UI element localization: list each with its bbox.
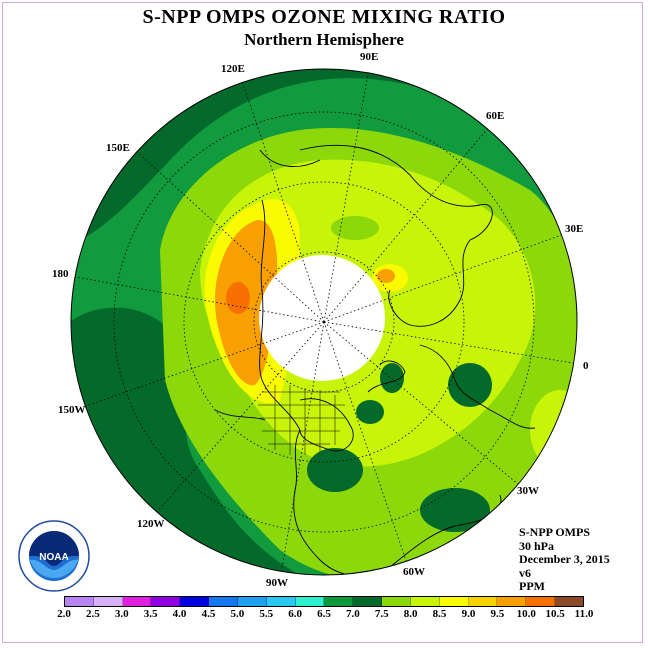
latitude-circles [113, 111, 535, 533]
colorbar-swatch [555, 597, 583, 606]
lon-label-90e: 90E [360, 51, 379, 63]
lon-label-150w: 150W [58, 404, 86, 416]
colorbar-swatch [439, 597, 469, 606]
colorbar-label: 8.0 [403, 608, 418, 620]
field-dark-patch-west [307, 448, 363, 492]
colorbar-label: 4.5 [201, 608, 216, 620]
lon-label-120e: 120E [221, 63, 245, 75]
us-states-grid [258, 385, 345, 455]
colorbar-swatch [93, 597, 123, 606]
colorbar-label: 4.0 [172, 608, 187, 620]
colorbar-swatch [180, 597, 210, 606]
colorbar-label: 10.0 [516, 608, 536, 620]
colorbar-swatch [65, 597, 94, 606]
info-instrument: S-NPP OMPS [519, 525, 590, 539]
pole-hole [259, 255, 385, 381]
field-red-orange [226, 282, 250, 314]
field-green-patch-siberia [331, 216, 379, 240]
lon-label-60w: 60W [403, 566, 425, 578]
lon-label-0: 0 [583, 360, 589, 372]
map-title: S-NPP OMPS OZONE MIXING RATIO [142, 6, 506, 28]
lon-label-120w: 120W [137, 518, 165, 530]
colorbar-swatch [353, 597, 383, 606]
colorbar-label: 7.5 [374, 608, 389, 620]
colorbar-label: 3.5 [143, 608, 158, 620]
field-dark-patch-atlantic [448, 363, 492, 407]
ozone-field [71, 69, 577, 575]
colorbar-swatch [324, 597, 354, 606]
colorbar-label: 6.0 [288, 608, 302, 620]
colorbar-label: 9.5 [490, 608, 505, 620]
colorbar-label: 2.5 [86, 608, 100, 620]
lon-label-60e: 60E [486, 110, 505, 122]
lon-label-30w: 30W [517, 485, 539, 497]
colorbar-label: 3.0 [114, 608, 129, 620]
info-units: PPM [519, 579, 545, 593]
colorbar-label: 8.5 [432, 608, 447, 620]
lon-label-30e: 30E [565, 223, 584, 235]
colorbar-label: 5.5 [259, 608, 274, 620]
colorbar-label: 7.0 [346, 608, 360, 620]
colorbar-label: 11.0 [574, 608, 594, 620]
colorbar-swatch [526, 597, 556, 606]
colorbar-swatch [266, 597, 296, 606]
colorbar-swatch [410, 597, 440, 606]
map-border [70, 68, 578, 576]
colorbar-swatch [209, 597, 238, 606]
colorbar-label: 5.0 [230, 608, 245, 620]
colorbar-swatch [237, 597, 267, 606]
field-dark-north [71, 69, 577, 250]
lon-label-90w: 90W [266, 577, 288, 589]
field-yellow-green-edge [530, 390, 577, 470]
info-pressure: 30 hPa [519, 538, 555, 553]
info-version: v6 [519, 565, 531, 580]
field-dark-patch-greenland [380, 363, 404, 393]
colorbar-swatch [497, 597, 527, 606]
colorbar-swatch [122, 597, 152, 606]
meridians [71, 69, 577, 575]
field-dark-patch-small [356, 400, 384, 424]
colorbar-label: 6.5 [317, 608, 331, 620]
field-dark-patch-south [420, 488, 490, 532]
colorbar-swatch [151, 597, 181, 606]
info-date: December 3, 2015 [519, 552, 610, 566]
colorbar-label: 10.5 [545, 608, 565, 620]
lon-label-150e: 150E [106, 142, 130, 154]
colorbar-swatch [468, 597, 498, 606]
coastlines [214, 144, 536, 575]
colorbar-swatch [382, 597, 411, 606]
field-orange-spot [377, 269, 395, 283]
colorbar [64, 596, 584, 607]
figure-frame [2, 2, 643, 643]
colorbar-label: 2.0 [57, 608, 71, 620]
noaa-logo: NOAA [18, 520, 90, 592]
map-subtitle: Northern Hemisphere [244, 30, 404, 49]
info-block: S-NPP OMPS 30 hPa December 3, 2015 v6 PP… [519, 525, 610, 594]
logo-text: NOAA [39, 552, 68, 563]
colorbar-swatch [295, 597, 325, 606]
lon-label-180: 180 [52, 268, 69, 280]
colorbar-label: 9.0 [461, 608, 476, 620]
